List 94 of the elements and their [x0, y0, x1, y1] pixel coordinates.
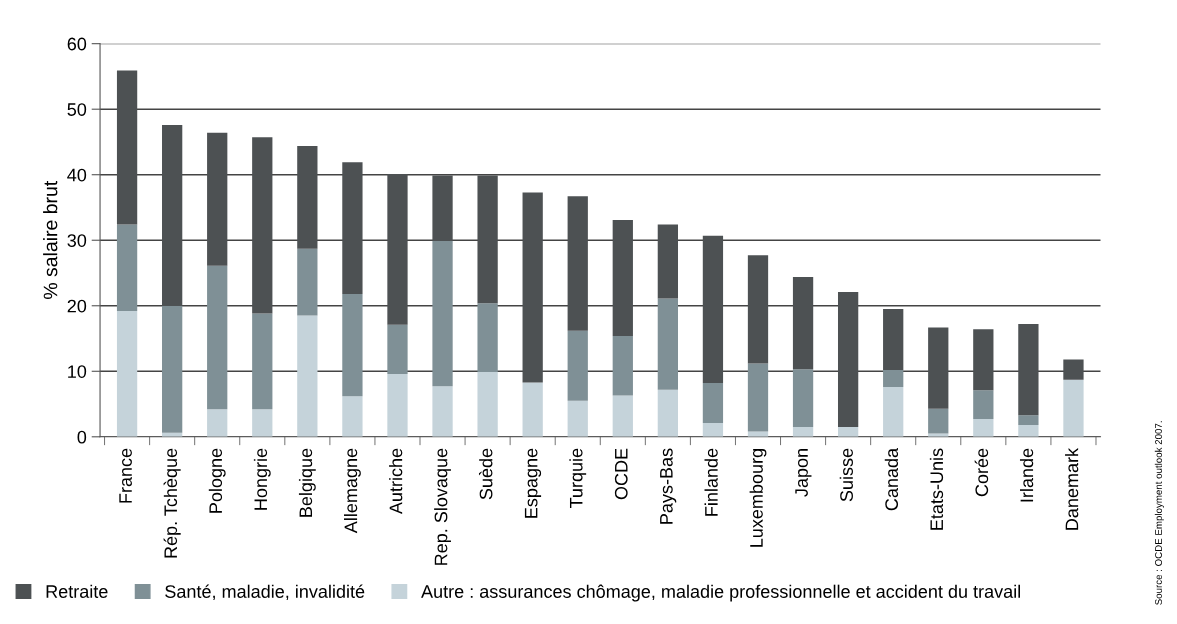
y-tick-label: 60 [67, 37, 87, 51]
y-tick-label: 20 [67, 299, 87, 313]
bar [883, 309, 904, 370]
bar [1018, 425, 1039, 437]
bar [928, 327, 949, 409]
bar [612, 335, 633, 396]
bar [252, 409, 273, 437]
bar [522, 192, 543, 383]
bar [477, 175, 498, 304]
bar [702, 235, 724, 384]
x-tick-label: OCDE [614, 448, 628, 500]
bar [432, 240, 453, 387]
x-tick-label: Autriche [389, 448, 403, 515]
bar [883, 369, 904, 387]
bar [612, 395, 633, 437]
y-tick-label: 0 [77, 430, 87, 444]
x-tick-label: Corée [974, 448, 989, 497]
legend-label: Santé, maladie, invalidité [165, 584, 365, 601]
y-tick-label: 10 [68, 365, 87, 378]
bar [387, 174, 408, 325]
bar [973, 329, 994, 391]
x-tick-label: Pays-Bas [660, 448, 677, 524]
x-tick-label: Japon [795, 449, 812, 497]
x-tick-label: Rep. Slovaque [434, 448, 451, 565]
bar [567, 330, 588, 401]
bar [162, 305, 183, 433]
source-note: Source : OCDE Employment outlook 2007. [1154, 421, 1164, 605]
legend-label: Retraite [46, 584, 108, 598]
x-tick-label: Canada [884, 447, 899, 511]
bar [973, 390, 994, 420]
x-tick-label: Suède [478, 448, 493, 500]
bar [477, 303, 498, 372]
bar [792, 426, 814, 437]
bar [837, 426, 859, 437]
bar [973, 419, 994, 437]
x-tick-label: Danemark [1065, 447, 1079, 530]
bar [883, 387, 904, 437]
bar [657, 224, 679, 299]
bar [116, 70, 138, 225]
bar [1063, 379, 1084, 437]
bar [657, 298, 679, 390]
x-tick-label: Finlande [704, 448, 718, 516]
bar [792, 369, 814, 427]
bar [342, 293, 363, 397]
x-tick-label: Turquie [569, 448, 587, 509]
bar [1018, 415, 1039, 426]
x-tick-label: Rép. Tchèque [163, 448, 181, 558]
x-tick-label: Allemagne [344, 448, 361, 534]
bar [207, 132, 228, 266]
bar [477, 371, 498, 437]
x-tick-label: Pologne [208, 448, 226, 513]
legend-label: Autre : assurances chômage, maladie professionnelle et accident du travail [421, 584, 1020, 602]
x-tick-label: Belgique [298, 448, 316, 517]
bar [657, 389, 679, 437]
bar [928, 408, 949, 434]
bar [837, 292, 859, 427]
bar [387, 324, 408, 374]
bar [252, 137, 273, 314]
bar [342, 396, 363, 437]
bar [747, 255, 769, 364]
bar [162, 124, 183, 306]
bar [1018, 324, 1039, 416]
bar [522, 382, 543, 437]
y-tick-label: 50 [67, 103, 87, 116]
bar [297, 248, 318, 316]
bar [567, 196, 588, 331]
bar [252, 313, 273, 410]
bar [792, 276, 814, 370]
bar [702, 383, 724, 424]
bar [747, 363, 769, 432]
bar [207, 265, 228, 410]
bar [432, 175, 453, 241]
x-tick-label: France [119, 448, 132, 503]
y-tick-label: 40 [67, 168, 87, 182]
x-tick-label: Irlande [1019, 448, 1034, 502]
y-axis-title: % salaire brut [43, 180, 58, 299]
x-tick-label: Espagne [524, 448, 542, 518]
bar [116, 311, 138, 437]
x-tick-label: Etats-Unis [929, 448, 944, 530]
bar [116, 224, 138, 311]
x-tick-label: Suisse [839, 448, 853, 502]
y-tick-label: 30 [67, 234, 87, 247]
x-tick-label: Hongrie [253, 448, 271, 510]
bar [387, 373, 408, 437]
bar [207, 409, 228, 437]
bar [612, 219, 633, 336]
bar [297, 315, 318, 437]
bar [1063, 359, 1084, 380]
x-tick-label: Luxembourg [749, 449, 767, 547]
bar [567, 400, 588, 437]
bar [297, 145, 318, 249]
bar [342, 162, 363, 294]
bar [702, 423, 724, 437]
bar [432, 386, 453, 437]
